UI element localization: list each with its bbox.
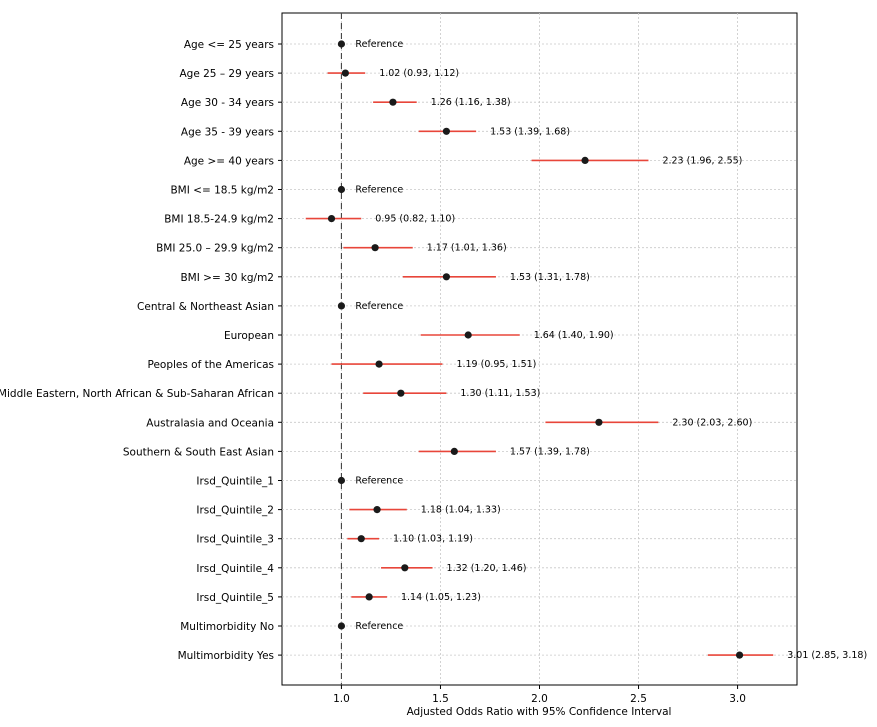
estimate-annotation: 1.57 (1.39, 1.78) (510, 446, 590, 457)
y-tick-label: Australasia and Oceania (146, 417, 274, 429)
y-tick-label: Central & Northeast Asian (137, 301, 274, 313)
estimate-annotation: Reference (355, 39, 403, 50)
estimate-annotation: 2.30 (2.03, 2.60) (672, 417, 752, 428)
x-axis-label: Adjusted Odds Ratio with 95% Confidence … (407, 706, 672, 718)
estimate-annotation: 1.02 (0.93, 1.12) (379, 68, 459, 79)
estimate-annotation: Reference (355, 476, 403, 487)
y-tick-label: BMI 25.0 – 29.9 kg/m2 (156, 243, 274, 255)
estimate-annotation: 0.95 (0.82, 1.10) (375, 214, 455, 225)
estimate-point (337, 302, 346, 310)
y-tick-label: Age 30 - 34 years (181, 97, 274, 109)
x-axis-ticks: 1.0 1.5 2.0 2.5 3.0 (333, 685, 746, 705)
estimate-annotation: 1.26 (1.16, 1.38) (431, 97, 511, 108)
y-tick-label: Middle Eastern, North African & Sub-Saha… (0, 388, 274, 400)
estimate-point (397, 389, 405, 397)
estimate-point (357, 535, 365, 543)
estimate-annotation: 1.32 (1.20, 1.46) (447, 563, 527, 574)
y-tick-label: Irsd_Quintile_5 (196, 592, 274, 604)
estimate-annotation: 1.53 (1.31, 1.78) (510, 272, 590, 283)
y-tick-label: BMI >= 30 kg/m2 (180, 272, 274, 284)
estimate-annotation: 1.53 (1.39, 1.68) (490, 126, 570, 137)
estimate-annotation: 1.19 (0.95, 1.51) (456, 359, 536, 370)
estimate-point (401, 564, 409, 572)
estimate-point (450, 447, 458, 455)
y-tick-label: Irsd_Quintile_1 (196, 476, 274, 488)
estimate-annotation: 1.17 (1.01, 1.36) (427, 243, 507, 254)
estimate-point (581, 156, 589, 164)
y-tick-label: Age <= 25 years (184, 39, 274, 51)
y-tick-label: Multimorbidity Yes (178, 650, 274, 662)
estimate-point (735, 651, 744, 659)
y-tick-label: Southern & South East Asian (123, 446, 274, 458)
estimate-point (365, 593, 373, 601)
x-tick-label: 1.5 (432, 693, 449, 705)
estimate-point (341, 69, 349, 77)
y-tick-label: Age 25 – 29 years (179, 68, 274, 80)
estimate-point (337, 622, 346, 630)
x-tick-label: 3.0 (729, 693, 746, 705)
estimate-point (337, 476, 346, 485)
estimate-annotation: 1.14 (1.05, 1.23) (401, 592, 481, 603)
y-tick-label: Irsd_Quintile_2 (196, 505, 274, 517)
estimate-annotation: 1.30 (1.11, 1.53) (460, 388, 540, 399)
estimate-point (442, 127, 451, 135)
estimate-point (373, 506, 381, 514)
estimate-annotation: Reference (355, 185, 403, 196)
x-tick-label: 1.0 (333, 693, 350, 705)
estimate-annotation: Reference (355, 301, 403, 312)
estimate-point (327, 215, 336, 223)
y-axis-labels: Age <= 25 years Age 25 – 29 years Age 30 -… (0, 39, 282, 662)
y-tick-label: Age >= 40 years (184, 155, 274, 167)
estimate-annotation: 1.10 (1.03, 1.19) (393, 534, 473, 545)
estimate-point (371, 244, 379, 252)
estimate-annotation: 3.01 (2.85, 3.18) (787, 650, 867, 661)
y-tick-label: BMI <= 18.5 kg/m2 (170, 185, 274, 197)
y-tick-label: European (224, 330, 274, 342)
y-tick-label: Irsd_Quintile_4 (196, 563, 274, 575)
y-tick-label: Irsd_Quintile_3 (196, 534, 274, 546)
estimate-annotation: Reference (355, 621, 403, 632)
estimate-point (464, 331, 472, 339)
estimate-point (595, 418, 603, 426)
estimate-annotation: 1.18 (1.04, 1.33) (421, 505, 501, 516)
y-tick-label: Age 35 - 39 years (181, 126, 274, 138)
estimate-annotation: 1.64 (1.40, 1.90) (534, 330, 614, 341)
estimate-point (389, 98, 397, 106)
estimate-point (375, 360, 383, 368)
estimate-point (337, 185, 346, 194)
estimate-point (442, 273, 451, 281)
x-tick-label: 2.5 (630, 693, 647, 705)
y-tick-label: Multimorbidity No (180, 621, 274, 633)
y-tick-label: Peoples of the Americas (147, 359, 274, 371)
estimate-annotation: 2.23 (1.96, 2.55) (662, 155, 742, 166)
x-tick-label: 2.0 (531, 693, 548, 705)
data-layer: Reference 1.02 (0.93, 1.12) 1.26 (1.16, 1.… (305, 39, 867, 661)
grid-layer (282, 13, 797, 685)
y-tick-label: BMI 18.5-24.9 kg/m2 (164, 214, 274, 226)
estimate-point (337, 40, 346, 48)
